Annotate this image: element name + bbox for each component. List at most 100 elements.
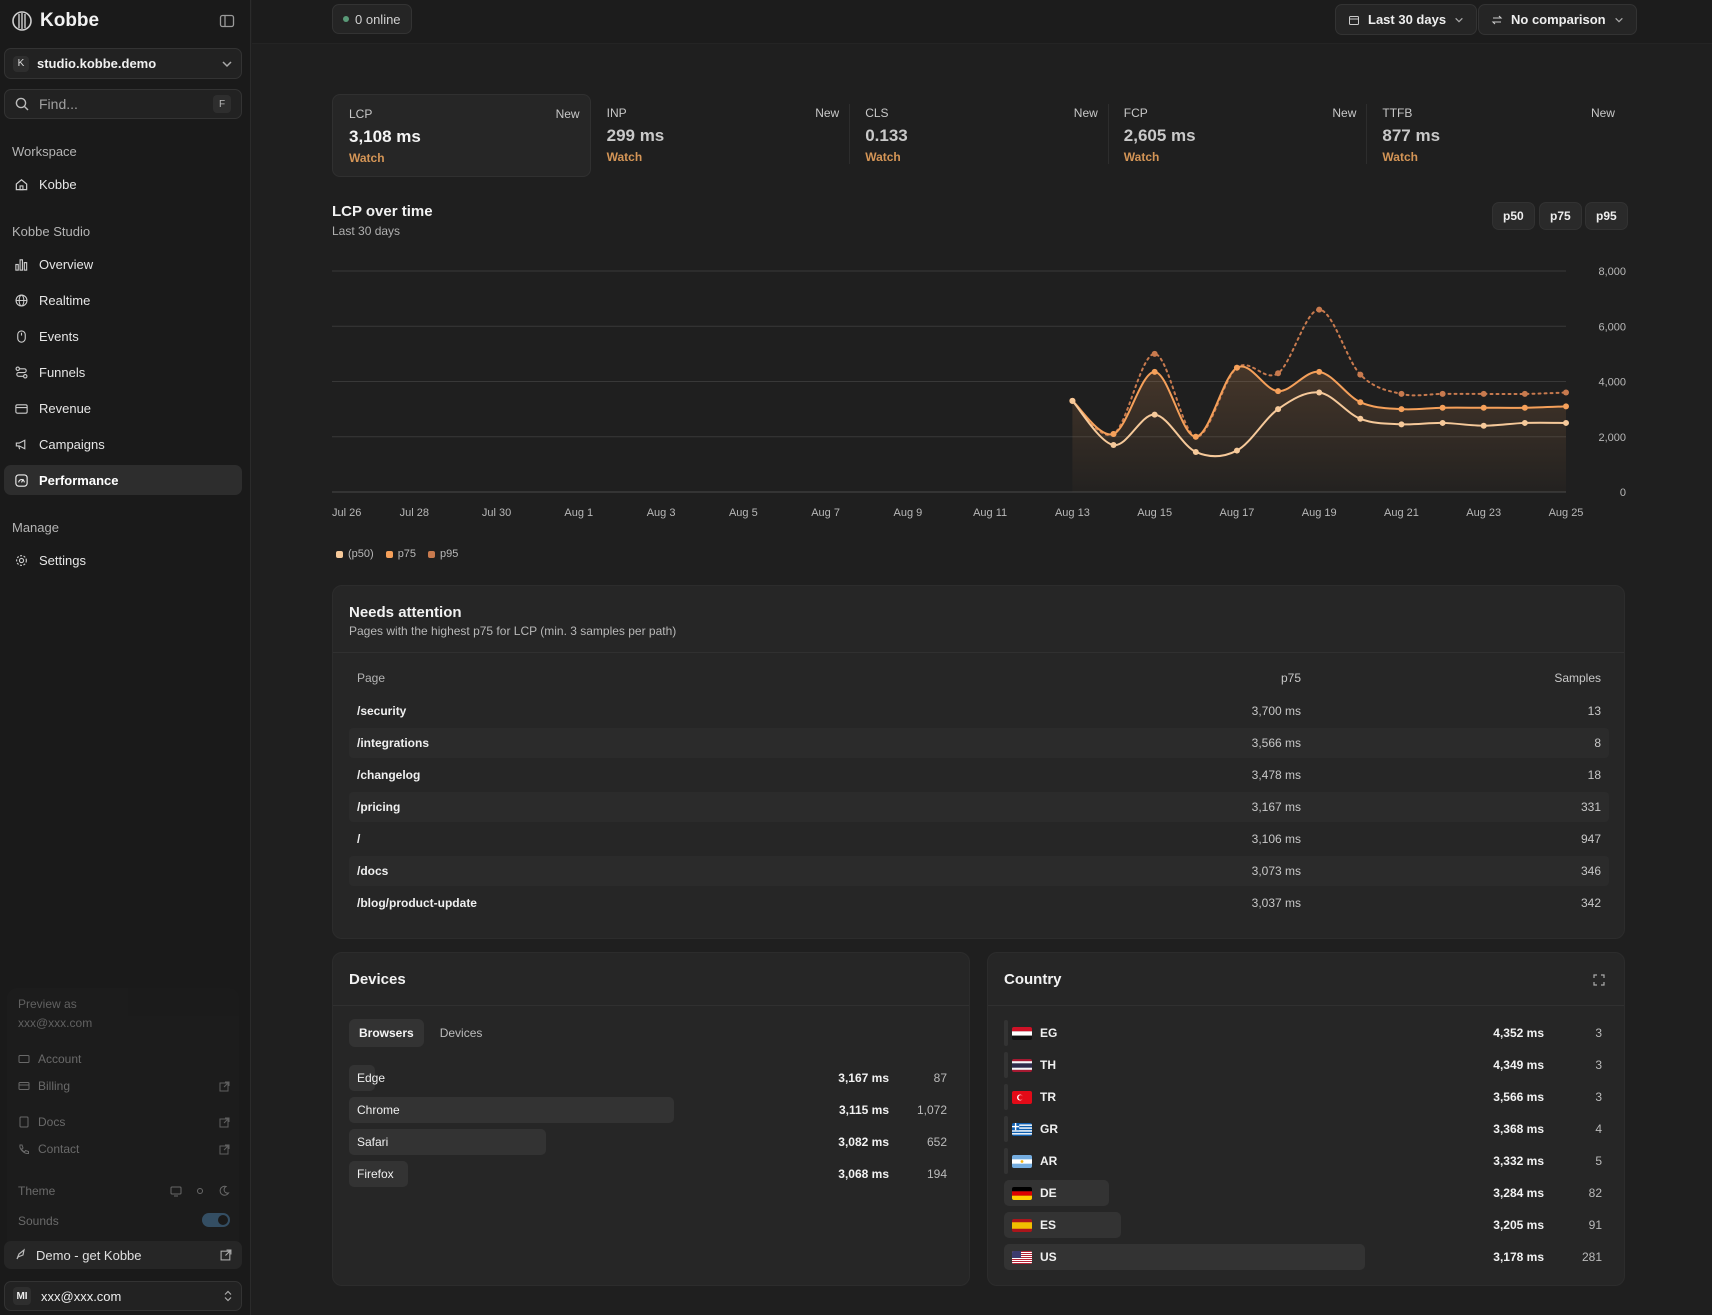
list-item[interactable]: Edge 3,167 ms 87 xyxy=(349,1065,947,1091)
data-point xyxy=(1275,406,1282,413)
user-menu[interactable]: MI xxx@xxx.com xyxy=(4,1281,242,1311)
list-item[interactable]: TH 4,349 ms 3 xyxy=(1004,1052,1602,1078)
monitor-icon[interactable] xyxy=(170,1185,182,1197)
demo-get-kobbe-link[interactable]: Demo - get Kobbe xyxy=(4,1241,242,1269)
country-value: 3,332 ms xyxy=(1493,1154,1544,1168)
table-row[interactable]: / 3,106 ms 947 xyxy=(349,824,1609,854)
x-tick-label: Aug 1 xyxy=(564,507,593,519)
metric-card-lcp[interactable]: LCP New 3,108 ms Watch xyxy=(332,94,591,177)
sidebar-item-campaigns[interactable]: Campaigns xyxy=(4,429,242,459)
list-item[interactable]: Chrome 3,115 ms 1,072 xyxy=(349,1097,947,1123)
row-page: /integrations xyxy=(357,736,430,750)
search-shortcut: F xyxy=(213,95,231,113)
list-item[interactable]: US 3,178 ms 281 xyxy=(1004,1244,1602,1270)
metric-name: FCP xyxy=(1123,106,1148,120)
metric-divider xyxy=(1366,104,1368,164)
metric-value: 0.133 xyxy=(865,126,908,145)
table-row[interactable]: /security 3,700 ms 13 xyxy=(349,696,1609,726)
egypt-flag-icon xyxy=(1012,1026,1032,1040)
country-value: 3,368 ms xyxy=(1493,1122,1544,1136)
sidebar-item-performance[interactable]: Performance xyxy=(4,465,242,495)
sidebar-item-settings[interactable]: Settings xyxy=(4,545,242,575)
share-bar xyxy=(349,1129,546,1155)
online-indicator[interactable]: 0 online xyxy=(332,4,412,34)
sidebar-item-funnels[interactable]: Funnels xyxy=(4,357,242,387)
column-page: Page xyxy=(357,671,386,685)
table-row[interactable]: /changelog 3,478 ms 18 xyxy=(349,760,1609,790)
legend-item-p75[interactable]: p75 xyxy=(385,548,416,560)
card-title: Devices xyxy=(349,971,406,988)
brand[interactable]: Kobbe xyxy=(12,10,99,32)
row-p75: 3,073 ms xyxy=(1251,864,1301,878)
p75-button[interactable]: p75 xyxy=(1539,202,1582,230)
list-item[interactable]: TR 3,566 ms 3 xyxy=(1004,1084,1602,1110)
list-item[interactable]: EG 4,352 ms 3 xyxy=(1004,1020,1602,1046)
p95-button[interactable]: p95 xyxy=(1585,202,1628,230)
metric-card-cls[interactable]: CLS New 0.133 Watch xyxy=(849,94,1108,177)
germany-flag-icon xyxy=(1012,1186,1032,1200)
sidebar-item-events[interactable]: Events xyxy=(4,321,242,351)
table-row[interactable]: /pricing 3,167 ms 331 xyxy=(349,792,1609,822)
menu-item-docs[interactable]: Docs xyxy=(18,1115,230,1129)
external-link-icon xyxy=(220,1249,232,1261)
list-item[interactable]: Firefox 3,068 ms 194 xyxy=(349,1161,947,1187)
row-samples: 346 xyxy=(1580,864,1601,878)
moon-icon[interactable] xyxy=(218,1185,230,1197)
x-tick-label: Aug 21 xyxy=(1384,507,1419,519)
date-range-label: Last 30 days xyxy=(1368,12,1447,27)
data-point xyxy=(1192,433,1199,440)
site-selector[interactable]: K studio.kobbe.demo xyxy=(4,48,242,79)
share-bar xyxy=(1004,1116,1008,1142)
date-range-select[interactable]: Last 30 days xyxy=(1335,4,1478,35)
x-tick-label: Aug 11 xyxy=(973,507,1007,519)
search-input[interactable]: Find... F xyxy=(4,89,242,119)
comparison-label: No comparison xyxy=(1511,12,1606,27)
x-tick-label: Aug 7 xyxy=(811,507,840,519)
card-subtitle: Pages with the highest p75 for LCP (min.… xyxy=(349,624,677,638)
sidebar-item-realtime[interactable]: Realtime xyxy=(4,285,242,315)
metric-card-inp[interactable]: INP New 299 ms Watch xyxy=(591,94,850,177)
table-row[interactable]: /integrations 3,566 ms 8 xyxy=(349,728,1609,758)
sidebar: Kobbe K studio.kobbe.demo Find... F Work… xyxy=(0,0,251,1315)
table-row[interactable]: /blog/product-update 3,037 ms 342 xyxy=(349,888,1609,918)
browser-name: Edge xyxy=(357,1071,386,1085)
tab-devices[interactable]: Devices xyxy=(439,1026,483,1040)
search-placeholder: Find... xyxy=(39,96,78,112)
sounds-toggle[interactable] xyxy=(202,1213,230,1227)
browser-count: 87 xyxy=(933,1071,947,1085)
menu-item-account[interactable]: Account xyxy=(18,1052,230,1066)
sun-icon[interactable] xyxy=(194,1185,206,1197)
comparison-select[interactable]: No comparison xyxy=(1478,4,1637,35)
sidebar-item-kobbe[interactable]: Kobbe xyxy=(4,169,242,199)
y-tick-label: 2,000 xyxy=(1598,432,1626,444)
expand-icon[interactable] xyxy=(1592,973,1606,987)
menu-item-billing[interactable]: Billing xyxy=(18,1079,230,1093)
card-title: Country xyxy=(1004,971,1062,988)
metric-status: Watch xyxy=(1123,150,1160,164)
country-code: EG xyxy=(1040,1026,1058,1040)
browser-value: 3,082 ms xyxy=(838,1135,889,1149)
sidebar-toggle-icon[interactable] xyxy=(219,13,235,29)
sidebar-item-revenue[interactable]: Revenue xyxy=(4,393,242,423)
metric-card-fcp[interactable]: FCP New 2,605 ms Watch xyxy=(1107,94,1367,177)
metric-card-ttfb[interactable]: TTFB New 877 ms Watch xyxy=(1366,94,1625,177)
y-tick-label: 6,000 xyxy=(1598,321,1626,333)
sidebar-item-overview[interactable]: Overview xyxy=(4,249,242,279)
legend-item-p95[interactable]: p95 xyxy=(428,548,458,560)
p50-button[interactable]: p50 xyxy=(1492,202,1535,230)
preview-as-label: Preview as xyxy=(18,997,77,1011)
tab-browsers[interactable]: Browsers xyxy=(349,1019,424,1047)
list-item[interactable]: ES 3,205 ms 91 xyxy=(1004,1212,1602,1238)
menu-item-contact[interactable]: Contact xyxy=(18,1142,230,1156)
list-item[interactable]: AR 3,332 ms 5 xyxy=(1004,1148,1602,1174)
list-item[interactable]: Safari 3,082 ms 652 xyxy=(349,1129,947,1155)
list-item[interactable]: DE 3,284 ms 82 xyxy=(1004,1180,1602,1206)
id-card-icon xyxy=(18,1055,30,1063)
legend-item-p50[interactable]: (p50) xyxy=(336,548,374,560)
x-tick-label: Jul 30 xyxy=(482,507,511,519)
table-row[interactable]: /docs 3,073 ms 346 xyxy=(349,856,1609,886)
legend-swatch xyxy=(385,550,393,558)
metric-status: Watch xyxy=(865,150,901,164)
rocket-icon xyxy=(16,1248,25,1260)
list-item[interactable]: GR 3,368 ms 4 xyxy=(1004,1116,1602,1142)
